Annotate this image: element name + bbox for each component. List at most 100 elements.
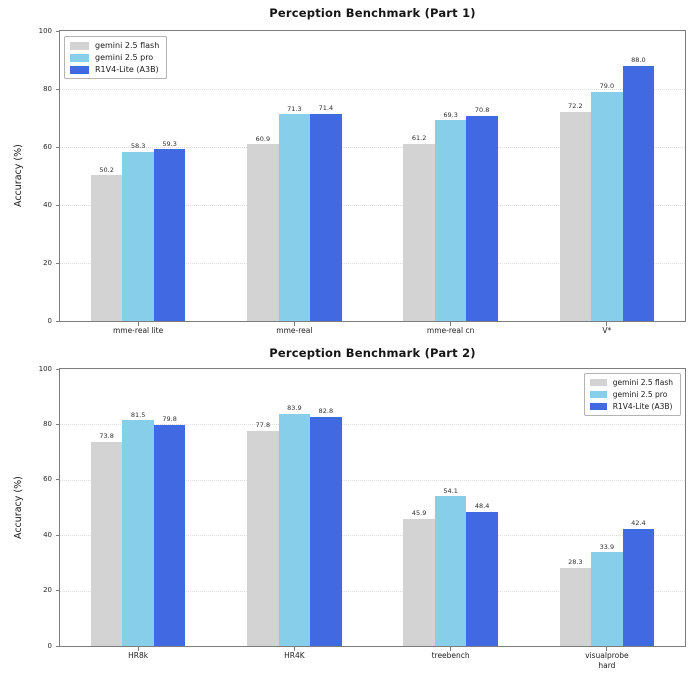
bar-value-label: 54.1 [443,486,458,495]
legend-swatch-icon [589,391,607,398]
legend-swatch-icon [589,403,607,410]
y-tick [56,320,60,322]
bar [310,113,342,321]
bar-value-label: 82.8 [318,407,334,416]
y-tick-label: 20 [43,258,52,267]
y-tick [56,534,60,536]
x-tick [293,647,295,651]
bar [153,149,186,321]
legend-label: gemini 2.5 pro [612,390,668,399]
y-axis-label: Accuracy (%) [13,144,24,208]
grid-line [60,205,685,206]
bar [591,91,623,321]
legend-item: R1V4-Lite (A3B) [589,402,673,411]
bar [434,496,467,646]
bar-value-label: 45.9 [411,509,427,518]
bar-value-label: 71.4 [318,104,334,113]
y-tick [56,88,60,90]
plot-area: 0 20 40 60 80 100 mme-real lite 50.2 58.3 59.3 mme… [39,27,686,335]
legend-item: R1V4-Lite (A3B) [70,65,159,74]
bar [122,151,154,321]
x-tick-label: treebench [431,651,470,660]
bar [466,115,498,321]
legend-item: gemini 2.5 pro [70,53,159,62]
y-tick-label: 80 [43,419,52,428]
bar-value-label: 77.8 [255,420,271,429]
bar [403,143,435,321]
bar [310,416,342,646]
bar [622,65,655,321]
x-tick-label: HR4K [284,651,305,660]
y-tick [56,204,60,206]
bar-value-label: 33.9 [599,542,615,551]
legend: gemini 2.5 flash gemini 2.5 pro R1V4-Lite … [64,36,168,79]
y-tick [56,368,60,370]
chart-part-2: Perception Benchmark (Part 2) Accuracy (… [0,340,696,680]
legend-swatch-icon [70,53,89,62]
legend-label: R1V4-Lite (A3B) [95,65,159,74]
y-tick [56,645,60,647]
legend-item: gemini 2.5 flash [70,41,159,50]
x-tick [293,322,295,326]
y-tick [56,590,60,592]
bar-value-label: 42.4 [631,519,646,528]
chart-title: Perception Benchmark (Part 1) [269,6,476,20]
y-tick [56,423,60,425]
bar [403,518,435,646]
x-tick-label: HR8k [128,651,149,660]
grid-line [60,590,685,592]
x-tick [137,647,139,651]
legend-item: gemini 2.5 flash [589,378,673,387]
bar-value-label: 79.0 [599,82,615,91]
y-tick [56,146,60,148]
bar [466,511,498,646]
x-tick [606,647,608,651]
y-tick-label: 40 [43,530,52,539]
chart-title: Perception Benchmark (Part 2) [269,346,476,360]
bar [559,111,592,321]
bar-value-label: 50.2 [99,165,114,174]
x-tick-label: mme-real [276,326,313,335]
x-tick-label: visualprobe hard [585,651,629,671]
bar [278,413,311,646]
legend-label: R1V4-Lite (A3B) [612,402,673,411]
y-tick [56,479,60,481]
y-tick-label: 0 [47,316,52,325]
grid-line [60,89,685,90]
grid-line [60,535,685,537]
bar-value-label: 60.9 [255,134,271,143]
bar [122,420,154,646]
bar-value-label: 81.5 [130,410,146,419]
y-axis-label: Accuracy (%) [13,476,24,539]
legend-label: gemini 2.5 pro [95,53,154,62]
y-tick-label: 100 [38,364,52,373]
bar [247,430,279,646]
legend-label: gemini 2.5 flash [612,378,673,387]
bar [434,120,467,321]
x-tick [450,322,452,326]
legend: gemini 2.5 flash gemini 2.5 pro R1V4-Lite … [583,373,681,416]
bar [559,567,592,646]
y-tick-label: 100 [38,26,52,35]
bar-value-label: 70.8 [474,106,490,115]
bar [90,441,123,646]
x-tick-label: mme-real lite [112,326,164,335]
x-tick [137,322,139,326]
bar-value-label: 58.3 [130,142,146,151]
bar-value-label: 83.9 [287,404,302,413]
y-tick-label: 20 [43,586,52,595]
grid-line [60,263,685,264]
bar-value-label: 61.2 [411,134,427,143]
y-tick-label: 60 [43,475,52,484]
y-tick-label: 40 [43,200,52,209]
grid-line [60,424,685,426]
grid-line [60,147,685,148]
y-tick-label: 80 [43,84,52,93]
bar-value-label: 73.8 [99,432,114,441]
bar [153,424,186,646]
bar-value-label: 72.2 [568,102,583,111]
bar-value-label: 48.4 [474,502,490,511]
legend-label: gemini 2.5 flash [95,41,160,50]
bar [622,528,655,646]
